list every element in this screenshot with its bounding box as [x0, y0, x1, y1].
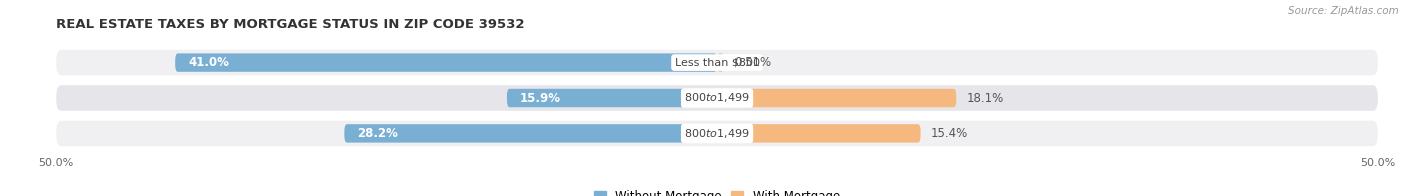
FancyBboxPatch shape — [56, 50, 1378, 75]
FancyBboxPatch shape — [717, 124, 921, 143]
Legend: Without Mortgage, With Mortgage: Without Mortgage, With Mortgage — [589, 185, 845, 196]
Text: 18.1%: 18.1% — [967, 92, 1004, 104]
Text: 0.51%: 0.51% — [734, 56, 772, 69]
Text: Less than $800: Less than $800 — [675, 58, 759, 68]
Text: REAL ESTATE TAXES BY MORTGAGE STATUS IN ZIP CODE 39532: REAL ESTATE TAXES BY MORTGAGE STATUS IN … — [56, 18, 524, 31]
Text: 41.0%: 41.0% — [188, 56, 229, 69]
Text: $800 to $1,499: $800 to $1,499 — [685, 92, 749, 104]
Text: 15.9%: 15.9% — [520, 92, 561, 104]
FancyBboxPatch shape — [344, 124, 717, 143]
FancyBboxPatch shape — [176, 53, 717, 72]
FancyBboxPatch shape — [56, 121, 1378, 146]
Text: 15.4%: 15.4% — [931, 127, 969, 140]
FancyBboxPatch shape — [508, 89, 717, 107]
FancyBboxPatch shape — [717, 89, 956, 107]
Text: $800 to $1,499: $800 to $1,499 — [685, 127, 749, 140]
FancyBboxPatch shape — [56, 85, 1378, 111]
FancyBboxPatch shape — [717, 53, 724, 72]
Text: 28.2%: 28.2% — [357, 127, 398, 140]
Text: Source: ZipAtlas.com: Source: ZipAtlas.com — [1288, 6, 1399, 16]
